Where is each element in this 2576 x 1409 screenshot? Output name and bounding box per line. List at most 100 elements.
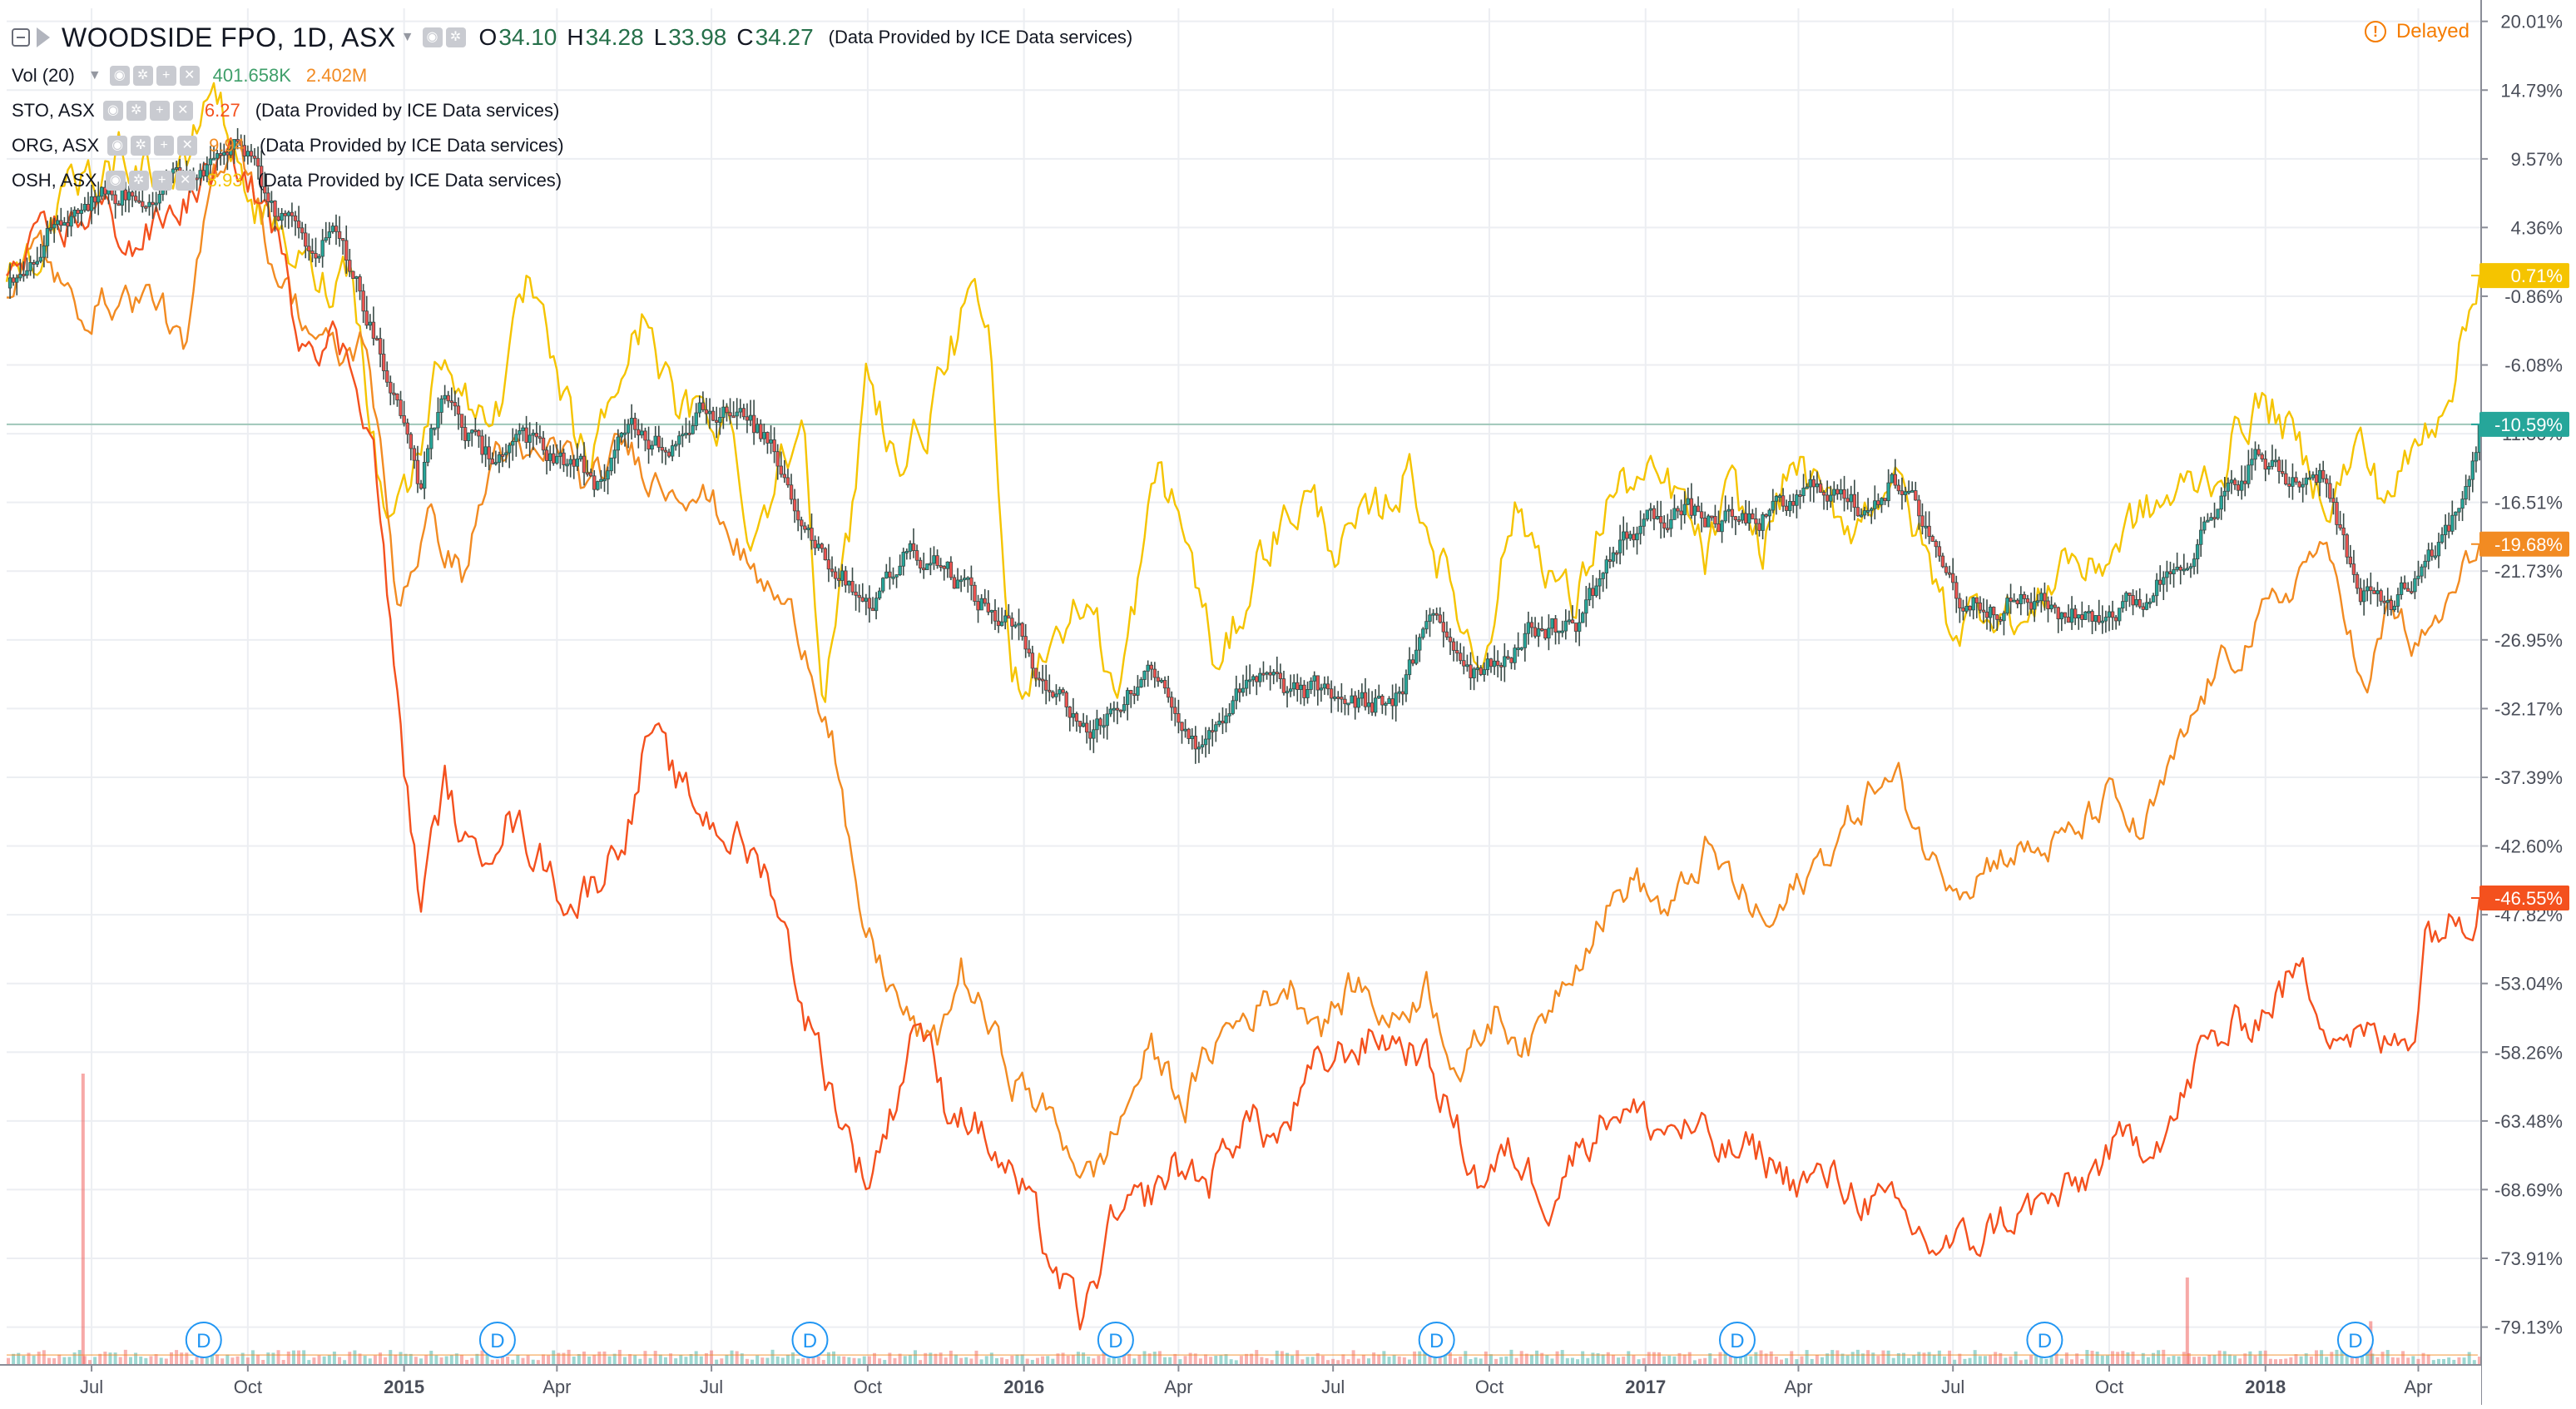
compare-symbol[interactable]: STO, ASX [12, 100, 95, 121]
volume-bar [1840, 1353, 1845, 1365]
candle-body [1010, 618, 1014, 627]
candle-body [1017, 623, 1021, 626]
flag-icon[interactable] [37, 27, 50, 47]
symbol-title[interactable]: WOODSIDE FPO, 1D, ASX [62, 22, 396, 52]
candle-body [1285, 691, 1290, 694]
candle-body [433, 427, 437, 430]
candle-body [1485, 658, 1490, 671]
candle-body [949, 561, 954, 578]
candle-body [976, 601, 980, 611]
gear-icon[interactable]: ✲ [128, 171, 149, 191]
last-value-badge[interactable] [2479, 531, 2569, 557]
candle-body [1910, 490, 1915, 493]
series-line-osh[interactable] [5, 82, 2481, 703]
price-axis[interactable]: 20.01%14.79%9.57%4.36%-0.86%-6.08%-11.30… [2471, 0, 2576, 1405]
volume-bar [2304, 1353, 2308, 1365]
candle-body [1903, 491, 1908, 495]
compare-symbol[interactable]: ORG, ASX [12, 135, 100, 156]
eye-icon[interactable]: ◉ [422, 27, 443, 47]
candle-body [772, 439, 776, 453]
volume-bar [1994, 1352, 1998, 1365]
dividend-marker-icon[interactable] [2026, 1322, 2063, 1358]
candle-body [1662, 522, 1667, 529]
volume-bar [1876, 1356, 1880, 1365]
candle-body [137, 200, 141, 203]
close-icon[interactable]: ✕ [175, 171, 196, 191]
plus-icon[interactable]: + [151, 171, 172, 191]
volume-label[interactable]: Vol (20) [12, 65, 75, 86]
candle-body [1743, 513, 1748, 523]
chart-legend: WOODSIDE FPO, 1D, ASX ▼ ◉ ✲ O 34.10 H 34.2… [12, 17, 1593, 198]
dividend-marker-icon[interactable] [185, 1322, 222, 1358]
time-axis-background [0, 1365, 2481, 1405]
candle-body [2250, 459, 2254, 466]
volume-bar [1774, 1356, 1778, 1365]
volume-bar [113, 1352, 117, 1365]
close-icon[interactable]: ✕ [172, 101, 193, 121]
candle-body [1146, 664, 1150, 672]
eye-icon[interactable]: ◉ [107, 136, 128, 156]
candle-body [1617, 539, 1622, 553]
collapse-legend-icon[interactable] [12, 28, 30, 47]
dividend-marker-icon[interactable] [2336, 1322, 2374, 1358]
dividend-marker-icon[interactable] [478, 1322, 516, 1358]
volume-bar [557, 1352, 561, 1365]
chevron-down-icon[interactable]: ▼ [87, 68, 102, 82]
last-value-badge[interactable] [2479, 885, 2569, 910]
dividend-marker-icon[interactable] [1418, 1322, 1455, 1358]
candle-body [2467, 479, 2471, 487]
volume-bar [1290, 1355, 1295, 1365]
chevron-down-icon[interactable]: ▼ [400, 30, 414, 44]
volume-bar [149, 1356, 153, 1365]
volume-bar [1901, 1352, 1905, 1365]
last-value-badge[interactable] [2479, 411, 2569, 437]
series-line-org[interactable] [6, 140, 2481, 1179]
close-icon[interactable]: ✕ [179, 66, 200, 86]
compare-symbol[interactable]: OSH, ASX [12, 170, 97, 191]
volume-bar [577, 1353, 581, 1365]
dividend-marker-icon[interactable] [791, 1322, 829, 1358]
plus-icon[interactable]: + [154, 136, 175, 156]
candle-layer[interactable] [7, 127, 2482, 764]
close-icon[interactable]: ✕ [177, 136, 198, 156]
candle-body [1431, 613, 1435, 616]
candle-body [2206, 519, 2210, 523]
candle-body [2154, 579, 2159, 597]
candle-body [1013, 624, 1018, 628]
candle-body [1438, 614, 1442, 623]
volume-bar [1428, 1352, 1432, 1365]
candle-body [1893, 474, 1897, 486]
candle-body [147, 201, 151, 207]
volume-bar [490, 1359, 494, 1365]
candle-body [222, 151, 226, 156]
eye-icon[interactable]: ◉ [109, 66, 130, 86]
volume-bar [52, 1357, 57, 1365]
candle-body [1048, 689, 1052, 692]
series-line-sto[interactable] [6, 136, 2481, 1331]
eye-icon[interactable]: ◉ [105, 171, 126, 191]
delayed-status[interactable]: ! Delayed [2364, 20, 2469, 43]
gear-icon[interactable]: ✲ [132, 66, 153, 86]
gear-icon[interactable]: ✲ [126, 101, 146, 121]
series-layer[interactable] [5, 82, 2481, 1331]
time-axis[interactable]: Jul Oct 2015 Apr Jul Oct 2016 Apr Jul Oct 2017 Apr J… [0, 1364, 2481, 1405]
time-tick-label: Apr [2404, 1377, 2432, 1397]
candle-body [939, 565, 943, 568]
volume-bar [419, 1358, 424, 1365]
volume-bar [2202, 1357, 2207, 1365]
dividend-marker-icon[interactable] [1718, 1322, 1756, 1358]
volume-bar [2457, 1357, 2461, 1365]
gear-icon[interactable]: ✲ [131, 136, 151, 156]
candle-body [1051, 691, 1055, 697]
eye-icon[interactable]: ◉ [102, 101, 123, 121]
volume-bar [495, 1359, 499, 1365]
dividend-marker-icon[interactable] [1097, 1322, 1134, 1358]
plus-icon[interactable]: + [156, 66, 176, 86]
candle-body [2304, 477, 2308, 485]
gear-icon[interactable]: ✲ [445, 27, 466, 47]
last-value-badge[interactable] [2479, 263, 2569, 289]
plus-icon[interactable]: + [149, 101, 170, 121]
